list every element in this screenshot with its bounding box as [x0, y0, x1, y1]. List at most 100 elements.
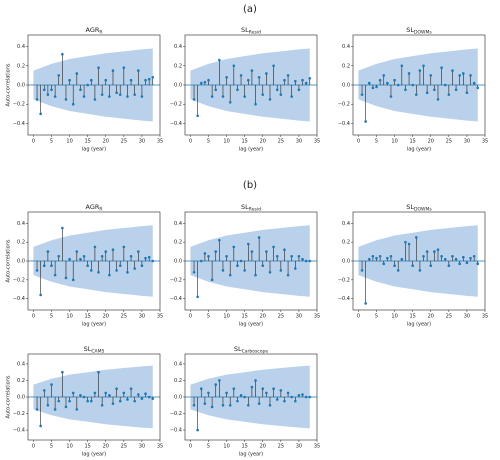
subplot: 0 5 10 15 20 25 30 35 −0.4 −0.2 0.0 0.2 0.4 SLDOWMs la… — [338, 203, 488, 328]
stem-marker — [304, 81, 308, 85]
stem-marker — [232, 245, 236, 249]
x-tick-label: 10 — [223, 444, 229, 450]
stem-marker — [68, 257, 71, 261]
stem-marker — [100, 403, 104, 407]
x-tick-label: 15 — [241, 139, 247, 145]
stem-marker — [196, 428, 199, 432]
stem-marker — [75, 408, 79, 411]
stem-marker — [239, 74, 243, 77]
stem-marker — [400, 64, 404, 68]
stem-marker — [265, 250, 268, 253]
stem-marker — [39, 112, 42, 116]
stem-marker — [283, 78, 286, 82]
chart-title: SLDOWMs — [406, 26, 432, 35]
stem-marker — [214, 250, 218, 253]
stem-marker — [443, 83, 447, 87]
stem-marker — [192, 98, 196, 101]
y-tick-label: 0.4 — [174, 221, 182, 227]
stem-marker — [297, 394, 301, 397]
title-subscript: CAMS — [91, 348, 104, 354]
title-main: SL — [406, 26, 414, 34]
y-tick-label: −0.4 — [170, 296, 182, 302]
stem-marker — [294, 79, 297, 83]
stem-marker — [301, 78, 304, 82]
y-tick-label: 0.0 — [17, 395, 25, 401]
x-tick-label: 0 — [32, 314, 35, 320]
stem-marker — [250, 69, 254, 72]
stem-marker — [465, 91, 469, 94]
stem-marker — [50, 88, 53, 92]
title-main: SL — [241, 203, 249, 211]
stem-marker — [261, 264, 265, 268]
stem-marker — [196, 114, 199, 118]
y-tick-label: −0.4 — [338, 121, 350, 127]
stem-marker — [97, 370, 100, 374]
title-subscript: R — [99, 206, 102, 212]
y-tick-label: 0.2 — [17, 378, 25, 384]
title-main: AGR — [85, 203, 99, 211]
stem-marker — [301, 257, 304, 261]
x-axis-label: lag (year) — [82, 147, 106, 153]
chart-title: SLCAMS — [84, 345, 105, 354]
stem-marker — [122, 245, 126, 249]
stem-marker — [436, 248, 440, 251]
x-tick-label: 20 — [428, 314, 434, 320]
stem-marker — [144, 392, 147, 395]
x-axis-label: lag (year) — [239, 452, 263, 458]
x-axis-label: lag (year) — [82, 322, 106, 328]
stem-marker — [440, 254, 443, 258]
stem-marker — [39, 424, 42, 428]
stem-marker — [286, 74, 290, 77]
x-tick-label: 0 — [32, 444, 35, 450]
stem-marker — [82, 95, 86, 98]
stem-marker — [225, 254, 228, 258]
stem-marker — [451, 69, 454, 72]
stem-marker — [304, 395, 308, 399]
stem-marker — [64, 405, 68, 409]
stem-marker — [283, 248, 286, 251]
stem-marker — [236, 264, 239, 268]
stem-marker — [272, 387, 275, 391]
x-tick-label: 10 — [66, 444, 72, 450]
stem-marker — [364, 302, 367, 305]
stem-marker — [199, 259, 203, 263]
stem-marker — [411, 264, 414, 268]
stem-marker — [82, 254, 86, 258]
stem-marker — [279, 269, 283, 272]
title-subscript: DOWMs — [414, 29, 432, 35]
x-tick-label: 15 — [241, 444, 247, 450]
x-tick-label: 25 — [278, 444, 284, 450]
x-tick-label: 0 — [189, 314, 192, 320]
stem-marker — [57, 399, 61, 403]
stem-marker — [53, 273, 57, 277]
stem-marker — [268, 403, 272, 407]
y-tick-label: 0.0 — [174, 259, 182, 265]
chart-title: SLResid — [241, 26, 261, 35]
x-axis-label: lag (year) — [407, 322, 431, 328]
stem-marker — [126, 95, 129, 98]
stem-marker — [476, 262, 480, 266]
x-axis-label: lag (year) — [239, 322, 263, 328]
stem-marker — [360, 269, 364, 272]
stem-marker — [53, 95, 57, 98]
chart-title: SLCarboscope — [234, 345, 269, 354]
stem-marker — [192, 271, 196, 274]
subplot: 0 5 10 15 20 25 30 35 −0.4 −0.2 0.0 0.2 0.4 SLCAMS lag… — [6, 345, 164, 458]
stem-marker — [275, 254, 279, 258]
stem-marker — [257, 236, 261, 239]
stem-marker — [104, 250, 108, 253]
stem-marker — [393, 78, 396, 82]
stem-marker — [126, 271, 129, 274]
stem-marker — [203, 402, 207, 405]
x-tick-label: 15 — [409, 314, 415, 320]
stem-marker — [129, 387, 133, 391]
x-tick-label: 25 — [446, 139, 452, 145]
stem-marker — [400, 257, 404, 261]
x-tick-label: 30 — [139, 139, 145, 145]
stem-marker — [386, 256, 389, 260]
stem-marker — [199, 81, 203, 85]
title-main: SL — [84, 345, 92, 353]
y-tick-label: −0.2 — [170, 411, 182, 417]
stem-marker — [290, 395, 293, 399]
stem-marker — [100, 93, 104, 96]
